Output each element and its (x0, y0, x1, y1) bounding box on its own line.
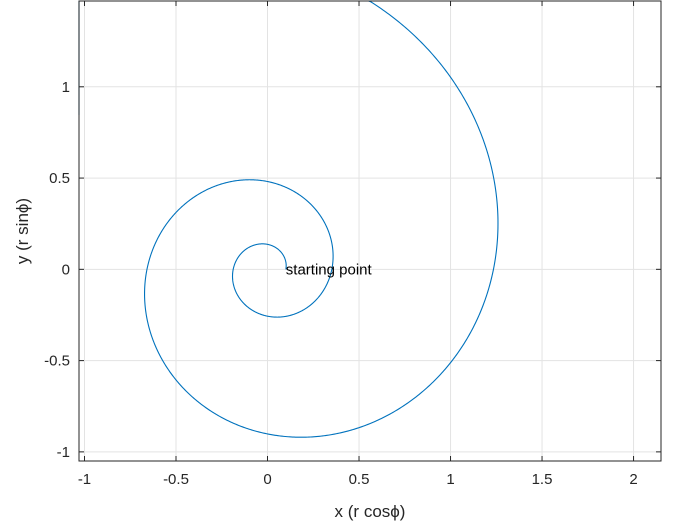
tick-marks (79, 1, 661, 461)
y-tick-label: 0.5 (49, 170, 70, 187)
starting-point-annotation: starting point (286, 261, 373, 278)
x-tick-label: -1 (78, 471, 91, 488)
x-tick-label: 1 (446, 471, 454, 488)
y-tick-label: 0 (62, 261, 70, 278)
axes-box (78, 0, 662, 462)
x-axis-label: x (r cosϕ) (335, 502, 406, 521)
x-tick-labels: -1 -0.5 0 0.5 1 1.5 2 (78, 471, 638, 488)
x-tick-label: -0.5 (163, 471, 189, 488)
spiral-line (78, 0, 499, 438)
plot-background (79, 1, 661, 461)
x-tick-label: 0 (263, 471, 271, 488)
y-tick-label: -0.5 (44, 353, 70, 370)
grid-lines (79, 1, 661, 461)
x-tick-label: 2 (629, 471, 637, 488)
x-tick-label: 1.5 (532, 471, 553, 488)
y-axis-label: y (r sinϕ) (13, 198, 32, 264)
y-tick-labels: -1 -0.5 0 0.5 1 (44, 79, 70, 461)
y-tick-label: 1 (62, 79, 70, 96)
y-tick-label: -1 (57, 444, 70, 461)
x-tick-label: 0.5 (349, 471, 370, 488)
